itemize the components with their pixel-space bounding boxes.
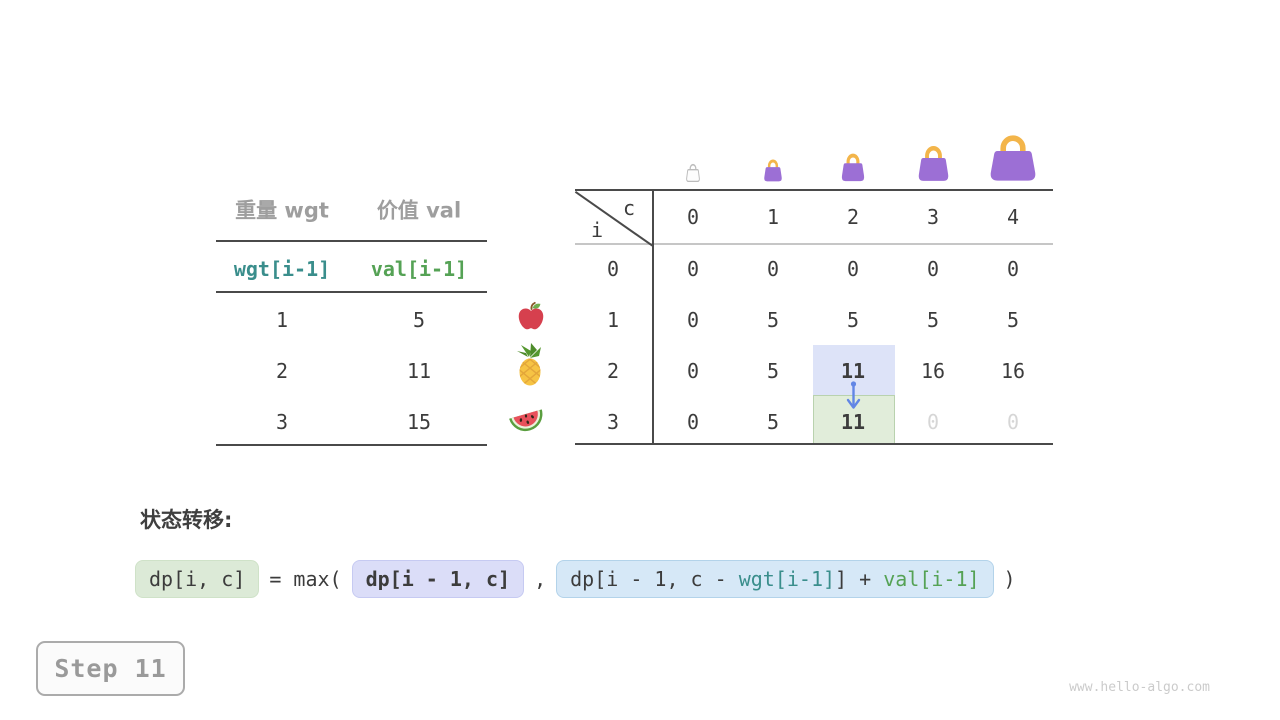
step-indicator: Step 11 (36, 641, 185, 696)
dp-cell: 5 (766, 308, 780, 332)
formula-comma: , (534, 567, 547, 591)
bag-icon (990, 135, 1036, 181)
dp-cell: 0 (686, 308, 700, 332)
formula-operator: = max( (269, 567, 342, 591)
dp-cell-pending: 0 (926, 410, 940, 434)
item-weight-cell: 3 (275, 410, 289, 434)
dp-row-header: 2 (606, 359, 620, 383)
empty-bag-icon (686, 163, 700, 182)
dp-col-header: 0 (686, 205, 700, 229)
item-weight-cell: 1 (275, 308, 289, 332)
dp-cell: 0 (686, 359, 700, 383)
item-table-rule-top (216, 240, 487, 242)
dp-cell: 16 (920, 359, 946, 383)
item-value-cell: 11 (406, 359, 432, 383)
watermark: www.hello-algo.com (1069, 680, 1210, 695)
dp-cell: 16 (1000, 359, 1026, 383)
dp-cell: 5 (1006, 308, 1020, 332)
dp-table-rule-bottom (575, 443, 1053, 445)
formula-term2-mid: ] + (835, 567, 884, 591)
target-cell-highlight (813, 395, 895, 444)
dp-row-header: 1 (606, 308, 620, 332)
dp-cell: 5 (766, 410, 780, 434)
formula-term2-prefix: dp[i - 1, c - (570, 567, 739, 591)
dp-cell: 0 (766, 257, 780, 281)
formula-term-include: dp[i - 1, c - wgt[i-1]] + val[i-1] (556, 560, 994, 598)
bag-icon (918, 146, 949, 181)
dp-col-header: 2 (846, 205, 860, 229)
dp-col-header: 3 (926, 205, 940, 229)
item-value-cell: 15 (406, 410, 432, 434)
formula-close-paren: ) (1003, 567, 1016, 591)
dp-table-rule-vertical (652, 190, 654, 444)
formula-term2-val: val[i-1] (883, 567, 980, 591)
dp-row-header: 0 (606, 257, 620, 281)
dp-cell: 0 (846, 257, 860, 281)
item-table-header-value: 价值 val (376, 198, 462, 223)
item-table-header-weight: 重量 wgt (235, 198, 329, 223)
item-table-rule-middle (216, 291, 487, 293)
dp-cell: 0 (1006, 257, 1020, 281)
dp-cell: 0 (686, 257, 700, 281)
dp-cell-source: 11 (840, 359, 866, 383)
val-index-label: val[i-1] (370, 257, 468, 281)
state-transition-formula: dp[i, c] = max( dp[i - 1, c] , dp[i - 1,… (135, 560, 1016, 598)
dp-cell: 5 (766, 359, 780, 383)
transition-arrow-icon (846, 381, 861, 409)
dp-cell: 5 (926, 308, 940, 332)
watermelon-icon (509, 409, 543, 432)
dp-table-rule-header (575, 243, 1053, 245)
dp-cell: 0 (686, 410, 700, 434)
apple-icon (518, 301, 544, 330)
item-table-rule-bottom (216, 444, 487, 446)
step-label: Step 11 (54, 654, 167, 683)
dp-cell: 0 (926, 257, 940, 281)
dp-corner-col-label: c (622, 196, 636, 220)
state-transition-label: 状态转移: (140, 508, 233, 532)
bag-icon (841, 153, 865, 182)
dp-col-header: 4 (1006, 205, 1020, 229)
item-value-cell: 5 (412, 308, 426, 332)
dp-cell: 5 (846, 308, 860, 332)
dp-table-rule-top (575, 189, 1053, 191)
dp-table-corner-diagonal (575, 191, 654, 247)
formula-term2-wgt: wgt[i-1] (738, 567, 836, 591)
dp-col-header: 1 (766, 205, 780, 229)
item-weight-cell: 2 (275, 359, 289, 383)
pineapple-icon (517, 343, 541, 386)
dp-cell-pending: 0 (1006, 410, 1020, 434)
dp-row-header: 3 (606, 410, 620, 434)
bag-icon (764, 159, 782, 182)
dp-cell-target: 11 (840, 410, 866, 434)
formula-lhs: dp[i, c] (135, 560, 260, 598)
wgt-index-label: wgt[i-1] (233, 257, 331, 281)
formula-term-keep: dp[i - 1, c] (351, 560, 525, 598)
dp-corner-row-label: i (590, 218, 604, 242)
